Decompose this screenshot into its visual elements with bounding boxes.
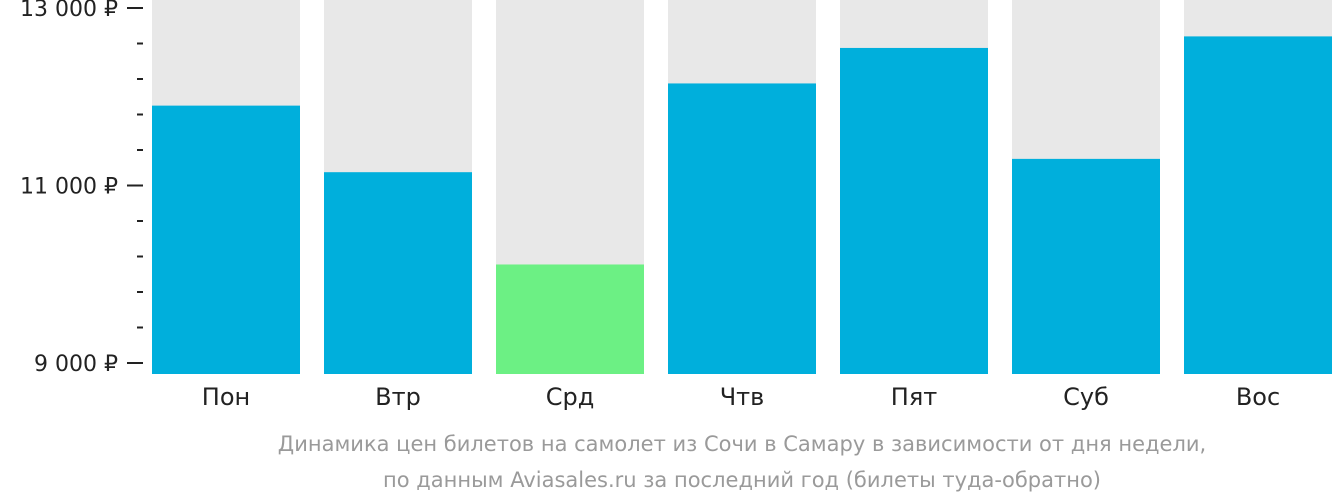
bar bbox=[1012, 158, 1160, 374]
bar bbox=[324, 172, 472, 374]
x-tick-label: Чтв bbox=[720, 383, 765, 411]
x-tick-label: Суб bbox=[1063, 383, 1109, 411]
y-tick-label: 11 000 ₽ bbox=[20, 175, 118, 200]
bar bbox=[1184, 36, 1332, 375]
bar bbox=[668, 83, 816, 374]
y-tick-label: 9 000 ₽ bbox=[34, 352, 118, 377]
x-tick-label: Срд bbox=[546, 383, 595, 411]
x-tick-label: Пон bbox=[202, 383, 250, 411]
x-tick-label: Втр bbox=[375, 383, 421, 411]
bar bbox=[840, 47, 988, 374]
y-axis: 13 000 ₽ 11 000 ₽ 9 000 ₽ bbox=[20, 0, 143, 377]
x-tick-label: Пят bbox=[891, 383, 937, 411]
caption-line-1: Динамика цен билетов на самолет из Сочи … bbox=[278, 432, 1206, 456]
bars bbox=[152, 0, 1332, 375]
y-tick-label: 13 000 ₽ bbox=[20, 0, 118, 22]
bar bbox=[152, 105, 300, 374]
caption-line-2: по данным Aviasales.ru за последний год … bbox=[383, 468, 1101, 492]
x-tick-label: Вос bbox=[1236, 383, 1280, 411]
bar bbox=[496, 264, 644, 374]
x-axis: Пон Втр Срд Чтв Пят Суб Вос bbox=[202, 383, 1280, 411]
